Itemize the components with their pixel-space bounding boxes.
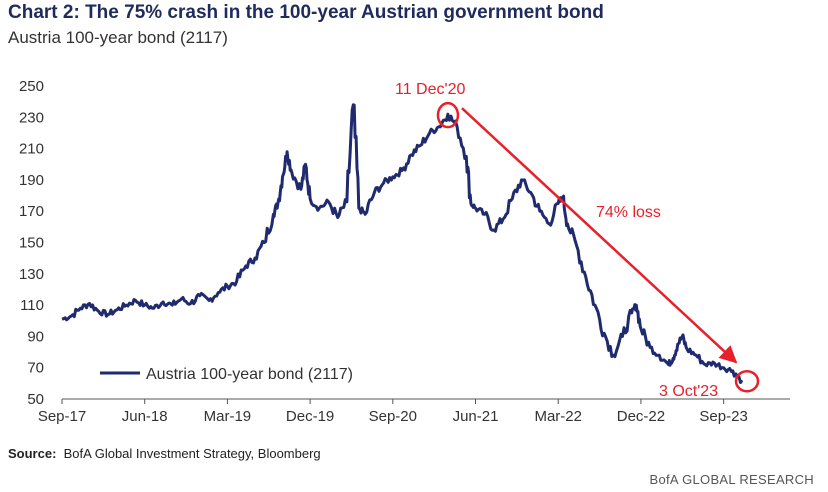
y-tick-label: 230 xyxy=(19,109,44,126)
source-text: BofA Global Investment Strategy, Bloombe… xyxy=(63,446,321,461)
loss-arrow xyxy=(461,107,738,364)
y-tick-label: 50 xyxy=(27,391,44,408)
source-label: Source: xyxy=(8,446,57,461)
y-tick-label: 70 xyxy=(27,360,44,377)
x-tick-label: Jun-21 xyxy=(453,408,499,425)
y-tick-label: 130 xyxy=(19,266,44,283)
x-tick-label: Jun-18 xyxy=(122,408,168,425)
annotations-layer: 11 Dec'20 74% loss 3 Oct'23 xyxy=(395,81,760,400)
y-tick-label: 210 xyxy=(19,141,44,158)
y-axis: 50 70 90 110 130 150 170 190 210 230 250 xyxy=(19,78,44,408)
x-tick-label: Mar-22 xyxy=(534,408,582,425)
x-tick-label: Sep-23 xyxy=(699,408,747,425)
series-line-austria-100y xyxy=(61,103,744,384)
peak-marker-circle xyxy=(436,101,460,129)
y-tick-label: 170 xyxy=(19,203,44,220)
legend: Austria 100-year bond (2117) xyxy=(100,366,353,383)
x-tick-label: Dec-19 xyxy=(286,408,334,425)
chart-subtitle: Austria 100-year bond (2117) xyxy=(8,28,228,47)
source-note: Source: BofA Global Investment Strategy,… xyxy=(8,446,321,461)
end-marker-circle xyxy=(734,369,760,393)
y-tick-label: 250 xyxy=(19,78,44,95)
x-tick-label: Sep-17 xyxy=(38,408,86,425)
series-layer xyxy=(61,103,744,384)
y-tick-label: 110 xyxy=(20,297,44,314)
legend-label: Austria 100-year bond (2117) xyxy=(146,366,353,383)
loss-label: 74% loss xyxy=(596,204,661,221)
x-axis: Sep-17 Jun-18 Mar-19 Dec-19 Sep-20 Jun-21 Mar-… xyxy=(38,398,790,425)
y-tick-label: 190 xyxy=(19,172,44,189)
chart-title: Chart 2: The 75% crash in the 100-year A… xyxy=(8,2,604,23)
brand-logo-text: BofA GLOBAL RESEARCH xyxy=(649,472,814,487)
x-tick-label: Dec-22 xyxy=(617,408,665,425)
y-tick-label: 90 xyxy=(27,328,44,345)
x-tick-label: Sep-20 xyxy=(369,408,417,425)
end-date-label: 3 Oct'23 xyxy=(659,383,718,400)
x-tick-label: Mar-19 xyxy=(204,408,252,425)
peak-date-label: 11 Dec'20 xyxy=(395,81,465,98)
y-tick-label: 150 xyxy=(19,235,44,252)
